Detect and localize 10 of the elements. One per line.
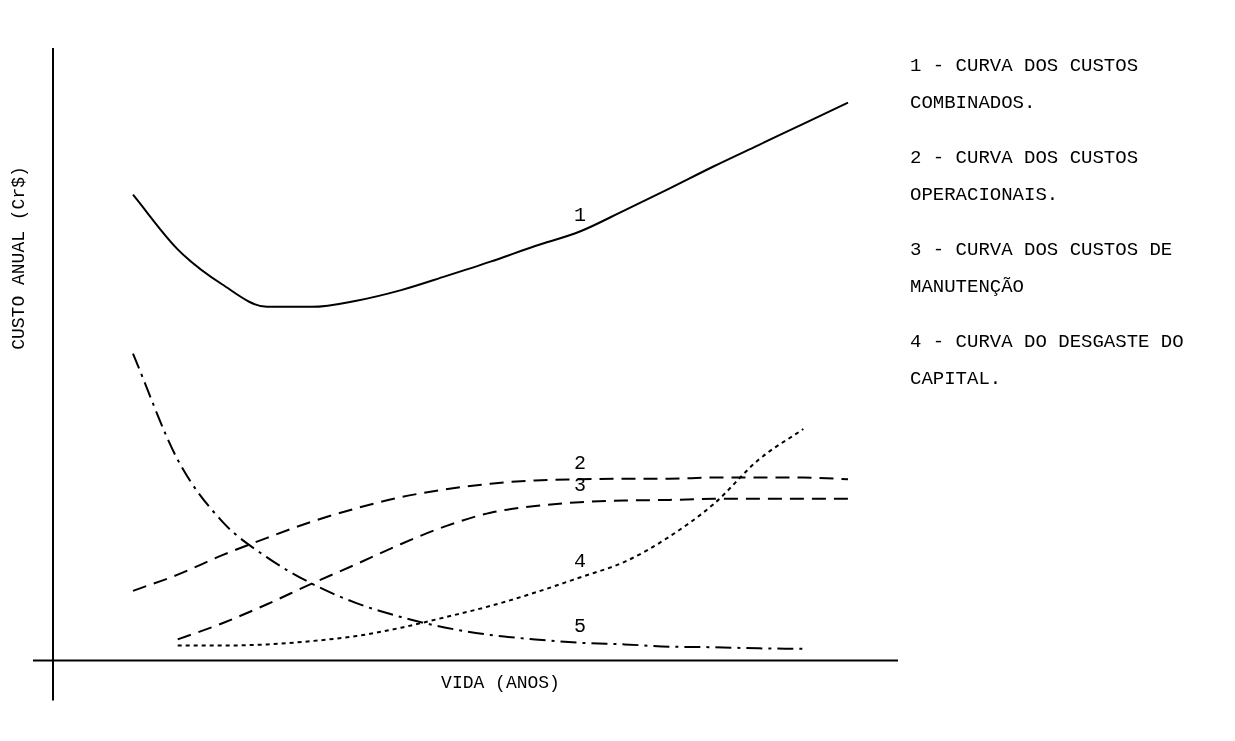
series-label: 1 [573, 203, 586, 227]
text: 4 - CURVA DO DESGASTE DO CAPITAL. [909, 330, 1185, 392]
text: 2 - CURVA DOS CUSTOS OPERACIONAIS. [909, 146, 1140, 208]
series-label: 4 [573, 549, 586, 573]
series-label: 5 [573, 615, 586, 639]
x-axis-title: VIDA (ANOS) [441, 673, 560, 694]
text: 3 - CURVA DOS CUSTOS DE MANUTENÇÃO [909, 238, 1174, 300]
text: 1 - CURVA DOS CUSTOS COMBINADOS. [909, 54, 1140, 116]
y-axis-title: CUSTO ANUAL (Cr$) [8, 166, 29, 350]
series-label: 2 [573, 451, 586, 475]
